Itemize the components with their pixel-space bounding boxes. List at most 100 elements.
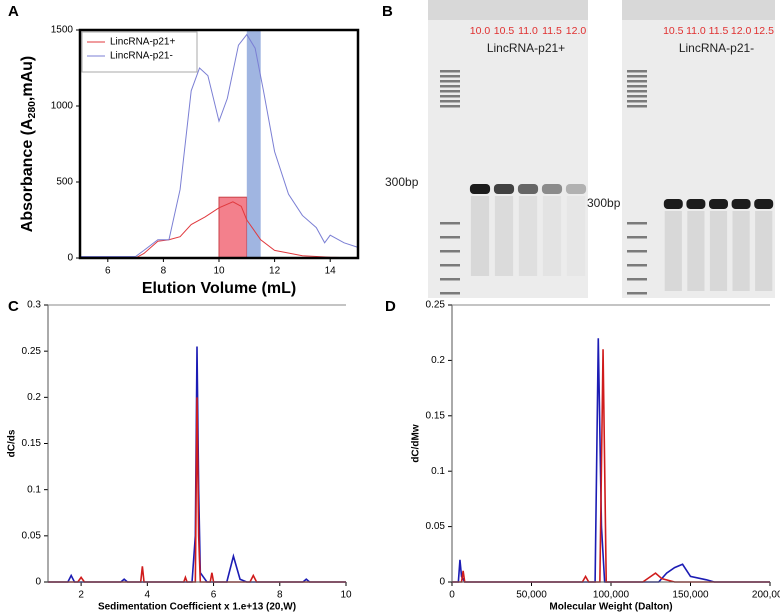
ladder-band [440,278,460,281]
lane-label: 11.0 [686,25,706,37]
x-tick-label: 100,000 [593,590,630,601]
plot-frame [78,28,360,260]
y-tick-label: 0.05 [22,530,42,541]
ladder-band [440,236,460,239]
ladder-band [627,236,647,239]
y-axis-label: Absorbance (A280,mAu) [19,56,38,232]
series-line [48,397,346,583]
x-tick-label: 200,000 [752,590,780,601]
ladder-band [440,90,460,93]
legend-label: LincRNA-p21+ [110,37,175,48]
ladder-band [627,105,647,108]
ladder-band [440,105,460,108]
y-tick-label: 0.15 [426,410,446,421]
x-tick-label: 14 [325,266,337,277]
x-tick-label: 2 [78,590,84,601]
x-tick-label: 6 [211,590,217,601]
lane-label: 11.5 [542,25,562,37]
gel-smear [566,196,586,276]
y-tick-label: 0.25 [22,346,42,357]
ladder-band [440,75,460,78]
ladder-band [440,250,460,253]
series-line [452,349,770,583]
y-axis-label: dC/ds [7,429,18,457]
lane-label: 12.5 [753,25,774,37]
y-tick-label: 0 [67,253,73,264]
ladder-band [440,85,460,88]
y-tick-label: 1500 [51,25,74,36]
ladder-band [627,264,647,267]
x-tick-label: 8 [161,266,167,277]
x-axis-label: Molecular Weight (Dalton) [549,602,672,613]
gel-wells [428,0,588,20]
y-tick-label: 0.15 [22,438,42,449]
lane-label: 10.5 [494,25,515,37]
gel-band [517,184,539,194]
gel-band [754,199,774,209]
panel-label: A [8,3,19,20]
gel-label: LincRNA-p21+ [487,41,565,55]
x-axis-label: Elution Volume (mL) [142,280,296,297]
lane-label: 12.0 [731,25,752,37]
legend-box [81,31,198,73]
x-tick-label: 10 [340,590,352,601]
y-tick-label: 0.05 [426,521,446,532]
y-tick-label: 500 [56,177,73,188]
gel-smear [687,211,705,291]
y-tick-label: 0 [439,577,445,588]
y-axis-label-part: 280 [27,101,38,119]
gel-smear [755,211,773,291]
gel-band [565,184,587,194]
panel-label: C [8,298,19,315]
y-tick-label: 0.1 [431,466,445,477]
y-axis-label-part: Absorbance (A [19,118,36,232]
gel-smear [518,196,538,276]
gel-band [469,184,491,194]
y-tick-label: 0.2 [431,355,445,366]
y-tick-label: 0.25 [426,300,446,311]
x-tick-label: 4 [145,590,151,601]
y-tick-label: 0.1 [27,484,41,495]
size-marker: 300bp [385,175,419,189]
panel-label: B [382,3,393,20]
gel-band [686,199,706,209]
gel-band [709,199,728,209]
ladder-band [627,250,647,253]
ladder-band [440,80,460,83]
series-line [80,33,359,257]
x-tick-label: 0 [449,590,455,601]
gel-label: LincRNA-p21- [679,41,754,55]
series-line [452,338,770,583]
ladder-band [627,85,647,88]
gel-band [663,199,683,209]
y-tick-label: 0.2 [27,392,41,403]
x-tick-label: 50,000 [516,590,547,601]
series-line [80,201,359,259]
ladder-band [440,292,460,295]
highlight-region [246,30,261,258]
x-tick-label: 150,000 [672,590,709,601]
x-tick-label: 10 [213,266,225,277]
gel-wells [622,0,775,20]
ladder-band [627,90,647,93]
ladder-band [627,278,647,281]
ladder-band [627,222,647,225]
lane-label: 12.0 [566,25,587,37]
ladder-band [440,95,460,98]
x-tick-label: 12 [269,266,281,277]
legend-label: LincRNA-p21- [110,51,173,62]
ladder-band [627,80,647,83]
gel-band [541,184,563,194]
ladder-band [440,264,460,267]
lane-label: 11.5 [709,25,729,37]
y-axis-label: dC/dMw [411,424,422,463]
y-axis-label-part: ,mAu) [19,56,36,101]
y-tick-label: 0.3 [27,300,41,311]
ladder-band [627,292,647,295]
x-tick-label: 8 [277,590,283,601]
gel-band [493,184,515,194]
ladder-band [627,100,647,103]
gel-smear [542,196,562,276]
gel-band [731,199,751,209]
size-marker: 300bp [587,196,621,210]
